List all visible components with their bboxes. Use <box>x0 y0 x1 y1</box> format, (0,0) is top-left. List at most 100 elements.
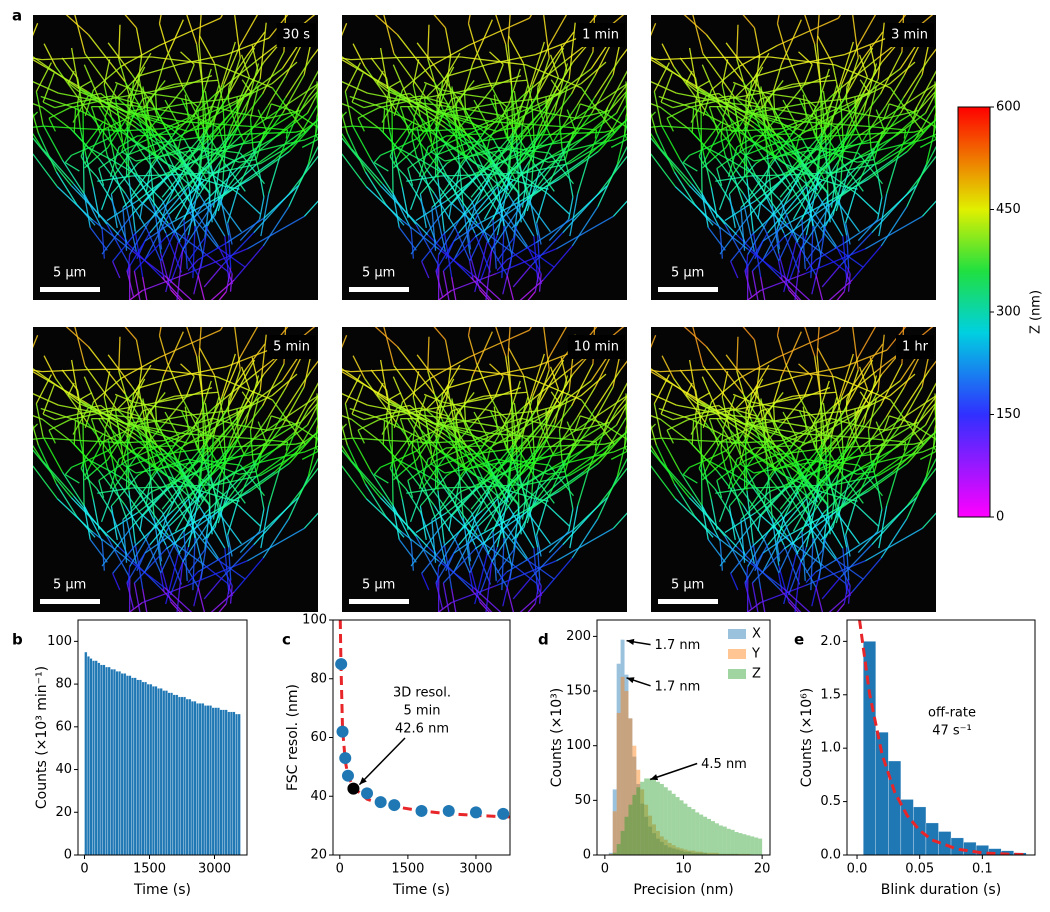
histogram-bar <box>742 834 746 855</box>
y-tick-label: 100 <box>566 738 591 753</box>
histogram-bar <box>178 697 181 855</box>
filament <box>939 58 961 82</box>
filament <box>319 79 334 119</box>
histogram-bar <box>207 705 210 855</box>
x-axis-label: Time (s) <box>133 882 191 898</box>
filament <box>321 113 341 152</box>
y-axis-label: Counts (×10⁶) <box>799 688 815 787</box>
histogram-bar <box>134 678 137 855</box>
histogram-bar <box>711 821 715 855</box>
scale-bar <box>40 599 100 604</box>
filament <box>643 366 645 404</box>
x-tick-label: 0.1 <box>972 862 993 877</box>
y-tick-label: 80 <box>310 671 327 686</box>
filament <box>317 54 324 90</box>
filament <box>90 57 153 58</box>
y-tick-label: 40 <box>55 762 72 777</box>
histogram-bar <box>95 661 98 855</box>
annotation: off-rate <box>928 706 976 721</box>
filament <box>8 54 15 90</box>
filament <box>640 408 647 422</box>
histogram-bar <box>165 691 168 856</box>
annotation: 1.7 nm <box>655 679 701 694</box>
histogram-bar <box>901 799 914 855</box>
histogram-bar <box>222 710 225 855</box>
histogram-bar <box>90 658 93 855</box>
histogram-bar <box>111 669 114 855</box>
annotation-arrow <box>359 738 405 785</box>
histogram-bar <box>131 678 134 855</box>
histogram-bar <box>152 686 155 855</box>
annotation: 1.7 nm <box>655 638 701 653</box>
data-point <box>337 726 349 738</box>
histogram-bar <box>168 693 171 855</box>
y-tick-label: 60 <box>310 730 327 745</box>
histogram-bar <box>137 680 140 855</box>
annotation: 4.5 nm <box>701 757 747 772</box>
data-point <box>347 783 359 795</box>
histogram-bar <box>142 682 145 855</box>
x-tick-label: 1500 <box>391 862 424 877</box>
filament <box>321 386 331 392</box>
legend-label: Z <box>752 667 761 682</box>
annotation: 5 min <box>404 704 441 719</box>
data-point <box>335 658 347 670</box>
filament <box>319 139 322 140</box>
histogram-bar <box>926 823 939 855</box>
filament <box>708 369 771 370</box>
time-label: 30 s <box>283 28 311 43</box>
histogram-bar <box>196 703 199 855</box>
filament <box>627 125 631 134</box>
panel-label: c <box>282 631 291 649</box>
scale-bar-label: 5 μm <box>362 266 395 281</box>
histogram-bar <box>191 701 194 855</box>
y-tick-label: 0 <box>64 848 72 863</box>
filament <box>628 451 631 452</box>
filament <box>649 439 650 488</box>
filament <box>317 77 329 116</box>
filament <box>1 18 5 30</box>
filament <box>935 389 947 428</box>
histogram-bar <box>754 838 758 855</box>
histogram-bar <box>173 695 176 855</box>
histogram-bar <box>103 665 106 855</box>
y-tick-label: 200 <box>566 629 591 644</box>
filament <box>630 74 640 80</box>
annotation: 47 s⁻¹ <box>932 724 972 739</box>
filament <box>624 409 645 458</box>
filament <box>318 127 342 143</box>
colorbar <box>958 107 990 517</box>
histogram-bar <box>186 699 189 855</box>
histogram-bar <box>628 805 632 855</box>
x-tick-label: 10 <box>675 862 692 877</box>
histogram-bar <box>913 807 926 855</box>
scale-bar-label: 5 μm <box>53 578 86 593</box>
filament <box>315 409 336 458</box>
histogram-bar <box>121 673 124 855</box>
micrograph: 30 s 5 μm <box>1 5 353 312</box>
x-axis-label: Time (s) <box>392 882 450 898</box>
filament <box>321 425 341 464</box>
filament <box>626 89 649 135</box>
histogram-bar <box>225 710 228 855</box>
data-point <box>342 770 354 782</box>
scale-bar-label: 5 μm <box>53 266 86 281</box>
histogram-bar <box>160 688 163 855</box>
histogram-bar <box>215 708 218 855</box>
histogram-bar <box>617 844 621 855</box>
histogram-bar <box>238 714 241 855</box>
filament <box>317 401 340 447</box>
colorbar-tick-label: 0 <box>996 510 1004 525</box>
histogram-bar <box>199 703 202 855</box>
filament <box>937 391 952 431</box>
histogram-bar <box>687 807 691 855</box>
histogram-bar <box>723 827 727 855</box>
filament <box>936 127 960 143</box>
histogram-bar <box>183 697 186 855</box>
histogram-bar <box>118 671 121 855</box>
filament <box>630 386 640 392</box>
y-tick-label: 1.5 <box>820 687 841 702</box>
filament <box>1 330 5 342</box>
